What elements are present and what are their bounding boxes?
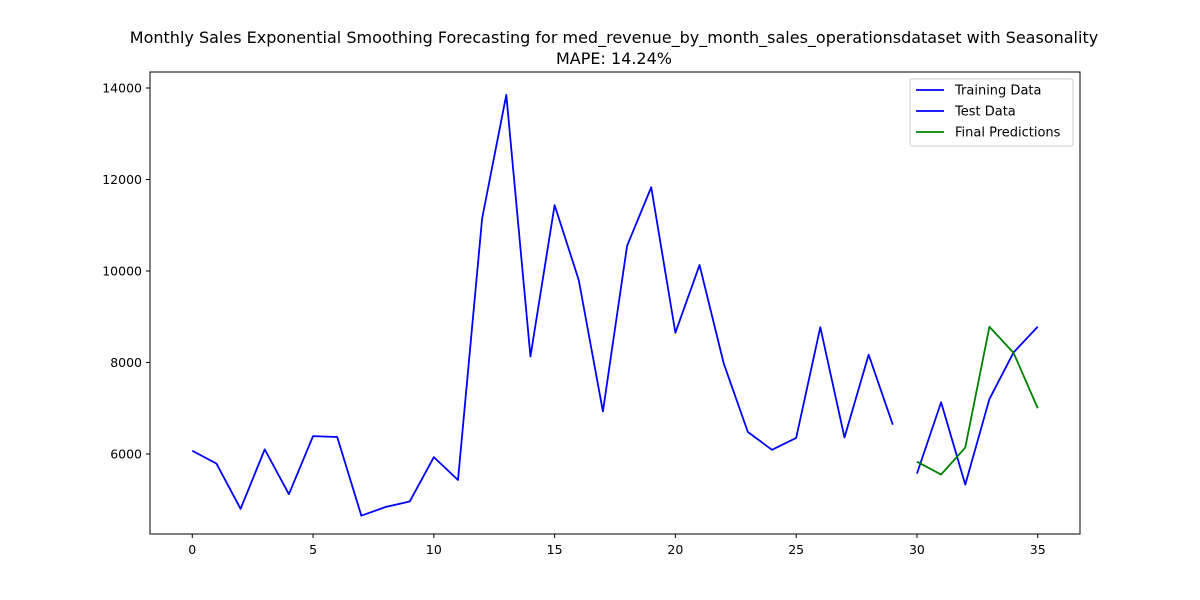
legend-label: Training Data — [954, 84, 1041, 99]
y-axis: 6000 8000 10000 12000 14000 — [102, 81, 150, 461]
x-tick-label: 20 — [667, 542, 683, 557]
y-tick-label: 6000 — [110, 446, 142, 461]
y-tick-label: 10000 — [102, 263, 142, 278]
series-line-training-data — [191, 93, 894, 517]
x-tick-label: 5 — [309, 542, 317, 557]
chart-title: Monthly Sales Exponential Smoothing Fore… — [130, 28, 1098, 48]
x-tick-label: 0 — [188, 542, 196, 557]
legend-label: Test Data — [954, 105, 1016, 120]
x-tick-label: 35 — [1030, 542, 1046, 557]
series-line-test-data — [916, 326, 1039, 486]
x-axis: 0 5 10 15 20 25 30 35 — [188, 534, 1046, 557]
x-tick-label: 30 — [909, 542, 925, 557]
chart-subtitle: MAPE: 14.24% — [556, 49, 672, 68]
y-tick-label: 8000 — [110, 355, 142, 370]
plot-frame — [149, 71, 1081, 535]
legend-box — [909, 78, 1074, 147]
y-tick-label: 12000 — [102, 172, 142, 187]
series-line-final-predictions — [916, 325, 1039, 476]
y-tick-label: 14000 — [102, 81, 142, 96]
x-tick-label: 10 — [426, 542, 442, 557]
legend-label: Final Predictions — [955, 126, 1061, 141]
plot-lines — [191, 93, 1039, 517]
x-tick-label: 15 — [547, 542, 563, 557]
x-tick-label: 25 — [788, 542, 804, 557]
legend: Training Data Test Data Final Predictions — [909, 78, 1074, 147]
